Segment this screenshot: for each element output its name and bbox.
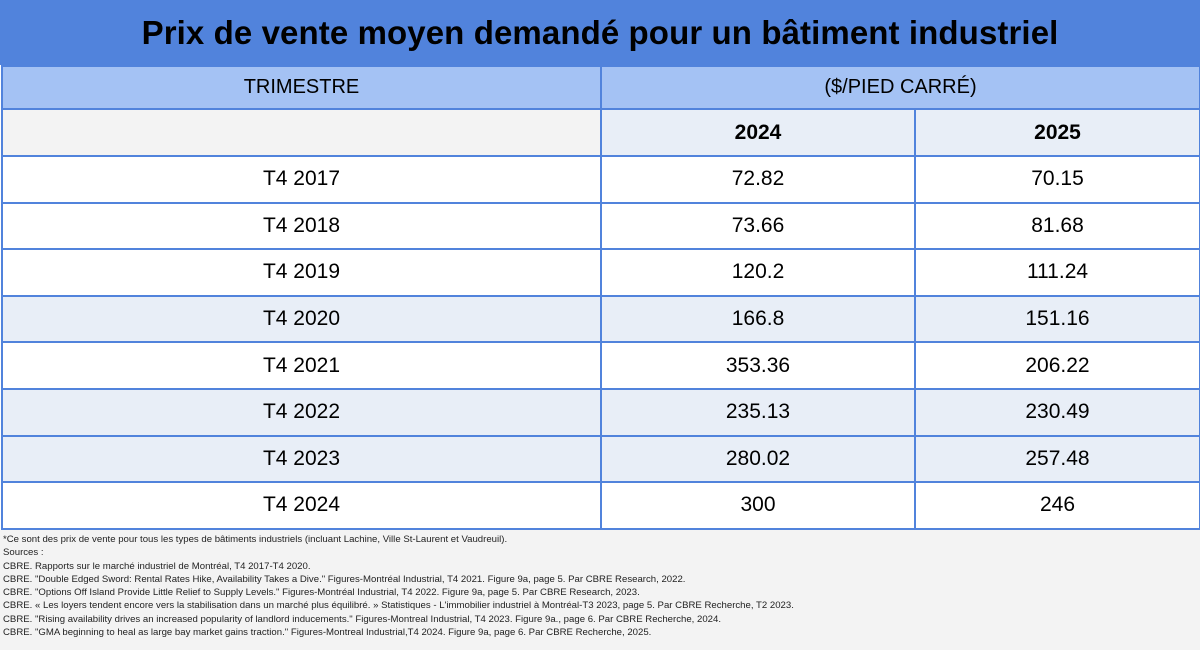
quarter-cell: T4 2020: [1, 294, 602, 344]
quarter-cell: T4 2023: [1, 434, 602, 484]
footnote-line: *Ce sont des prix de vente pour tous les…: [3, 534, 508, 545]
price-table: TRIMESTRE ($/PIED CARRÉ) 2024 2025 T4 20…: [1, 65, 1200, 530]
value-2024-cell: 120.2: [600, 248, 916, 297]
quarter-cell: T4 2018: [1, 201, 602, 251]
header-price: ($/PIED CARRÉ): [600, 65, 1200, 110]
quarter-cell: T4 2024: [1, 481, 602, 530]
quarter-cell: T4 2017: [1, 155, 602, 204]
table-row: T4 2019 120.2 111.24: [1, 248, 1200, 297]
value-2024-cell: 72.82: [600, 155, 916, 204]
value-2025-cell: 151.16: [914, 294, 1200, 344]
table-row: T4 2020 166.8 151.16: [1, 294, 1200, 344]
table-row: T4 2023 280.02 257.48: [1, 434, 1200, 484]
value-2025-cell: 257.48: [914, 434, 1200, 484]
table-row: T4 2022 235.13 230.49: [1, 387, 1200, 437]
value-2025-cell: 111.24: [914, 248, 1200, 297]
quarter-cell: T4 2021: [1, 341, 602, 390]
value-2025-cell: 206.22: [914, 341, 1200, 390]
value-2024-cell: 353.36: [600, 341, 916, 390]
value-2024-cell: 235.13: [600, 387, 916, 437]
source-line: CBRE. "GMA beginning to heal as large ba…: [3, 627, 652, 639]
year-header-blank: [1, 108, 602, 157]
table-row: T4 2017 72.82 70.15: [1, 155, 1200, 204]
source-line: CBRE. Rapports sur le marché industriel …: [3, 560, 311, 572]
sources-heading: Sources :: [3, 547, 44, 559]
table-header-row: TRIMESTRE ($/PIED CARRÉ): [1, 65, 1200, 110]
source-line: CBRE. « Les loyers tendent encore vers l…: [3, 600, 794, 612]
table-row: T4 2018 73.66 81.68: [1, 201, 1200, 251]
title-bar: Prix de vente moyen demandé pour un bâti…: [0, 0, 1200, 65]
value-2024-cell: 166.8: [600, 294, 916, 344]
table-row: T4 2024 300 246: [1, 481, 1200, 530]
year-header-2024: 2024: [600, 108, 916, 157]
value-2024-cell: 300: [600, 481, 916, 530]
table-row: T4 2021 353.36 206.22: [1, 341, 1200, 390]
value-2025-cell: 246: [914, 481, 1200, 530]
year-header-row: 2024 2025: [1, 108, 1200, 157]
value-2024-cell: 73.66: [600, 201, 916, 251]
quarter-cell: T4 2019: [1, 248, 602, 297]
page-title: Prix de vente moyen demandé pour un bâti…: [141, 13, 1059, 51]
value-2025-cell: 230.49: [914, 387, 1200, 437]
source-line: CBRE. "Double Edged Sword: Rental Rates …: [3, 573, 686, 585]
quarter-cell: T4 2022: [1, 387, 602, 437]
sources-notes: *Ce sont des prix de vente pour tous les…: [0, 530, 1200, 650]
year-header-2025: 2025: [914, 108, 1200, 157]
value-2024-cell: 280.02: [600, 434, 916, 484]
source-line: CBRE. "Rising availability drives an inc…: [3, 613, 722, 625]
source-line: CBRE. "Options Off Island Provide Little…: [3, 587, 640, 599]
value-2025-cell: 81.68: [914, 201, 1200, 251]
value-2025-cell: 70.15: [914, 155, 1200, 204]
header-quarter: TRIMESTRE: [1, 65, 602, 110]
